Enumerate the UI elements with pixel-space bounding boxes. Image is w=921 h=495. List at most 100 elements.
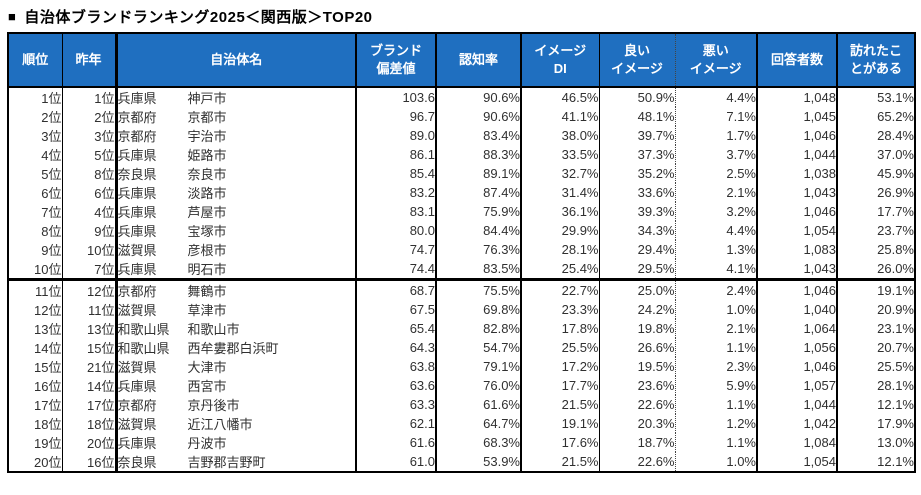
brand-index-cell: 83.1	[356, 202, 437, 221]
col-header-good-image: 良い イメージ	[599, 33, 676, 87]
rank-cell: 13位	[7, 319, 63, 338]
brand-index-cell: 61.0	[356, 452, 437, 472]
col-header-rank: 順位	[7, 33, 63, 87]
last-year-cell: 18位	[62, 414, 118, 433]
image-di-cell: 25.5%	[521, 338, 600, 357]
bad-image-cell: 1.2%	[675, 414, 758, 433]
bad-image-cell: 5.9%	[675, 376, 758, 395]
image-di-cell: 17.7%	[521, 376, 600, 395]
bad-image-cell: 4.1%	[675, 259, 758, 280]
visited-cell: 17.9%	[837, 414, 916, 433]
col-header-image-di: イメージ DI	[521, 33, 600, 87]
brand-index-cell: 64.3	[356, 338, 437, 357]
visited-cell: 25.5%	[837, 357, 916, 376]
prefecture-label: 兵庫県	[117, 379, 157, 394]
brand-index-cell: 65.4	[356, 319, 437, 338]
table-header: 順位 昨年 自治体名 ブランド 偏差値 認知率 イメージ DI 良い イメージ 悪い イメージ…	[7, 33, 916, 87]
municipality-cell: 京都府 京都市	[116, 107, 357, 126]
awareness-cell: 53.9%	[436, 452, 522, 472]
municipality-cell: 兵庫県 丹波市	[116, 433, 357, 452]
respondents-cell: 1,043	[757, 259, 838, 280]
good-image-cell: 39.3%	[599, 202, 676, 221]
ranking-table: 順位 昨年 自治体名 ブランド 偏差値 認知率 イメージ DI 良い イメージ 悪い イメージ…	[7, 32, 916, 473]
awareness-cell: 69.8%	[436, 300, 522, 319]
image-di-cell: 46.5%	[521, 87, 600, 107]
good-image-cell: 25.0%	[599, 278, 676, 300]
respondents-cell: 1,084	[757, 433, 838, 452]
city-label: 宝塚市	[187, 224, 227, 239]
good-image-cell: 48.1%	[599, 107, 676, 126]
visited-cell: 37.0%	[837, 145, 916, 164]
last-year-cell: 7位	[62, 259, 118, 280]
brand-index-cell: 89.0	[356, 126, 437, 145]
rank-cell: 15位	[7, 357, 63, 376]
prefecture-label: 兵庫県	[117, 436, 157, 451]
city-label: 草津市	[187, 303, 227, 318]
good-image-cell: 19.8%	[599, 319, 676, 338]
visited-cell: 65.2%	[837, 107, 916, 126]
bad-image-cell: 2.1%	[675, 183, 758, 202]
bad-image-cell: 2.5%	[675, 164, 758, 183]
image-di-cell: 23.3%	[521, 300, 600, 319]
rank-cell: 5位	[7, 164, 63, 183]
bad-image-cell: 1.0%	[675, 452, 758, 472]
bad-image-cell: 1.3%	[675, 240, 758, 259]
city-label: 吉野郡吉野町	[187, 455, 266, 470]
visited-cell: 25.8%	[837, 240, 916, 259]
municipality-cell: 京都府 舞鶴市	[116, 278, 357, 300]
last-year-cell: 15位	[62, 338, 118, 357]
good-image-cell: 20.3%	[599, 414, 676, 433]
good-image-cell: 39.7%	[599, 126, 676, 145]
respondents-cell: 1,048	[757, 87, 838, 107]
brand-index-cell: 68.7	[356, 278, 437, 300]
good-image-cell: 22.6%	[599, 452, 676, 472]
prefecture-label: 兵庫県	[117, 91, 157, 106]
col-header-last-year: 昨年	[62, 33, 118, 87]
prefecture-label: 京都府	[117, 398, 157, 413]
brand-index-cell: 62.1	[356, 414, 437, 433]
col-header-municipality: 自治体名	[116, 33, 357, 87]
image-di-cell: 38.0%	[521, 126, 600, 145]
good-image-cell: 37.3%	[599, 145, 676, 164]
last-year-cell: 14位	[62, 376, 118, 395]
city-label: 和歌山市	[187, 322, 240, 337]
good-image-cell: 24.2%	[599, 300, 676, 319]
table-row: 15位 21位 滋賀県 大津市 63.8 79.1% 17.2% 19.5% 2.3% 1,046…	[7, 357, 916, 376]
last-year-cell: 6位	[62, 183, 118, 202]
table-row: 4位 5位 兵庫県 姫路市 86.1 88.3% 33.5% 37.3% 3.7% 1,044 37…	[7, 145, 916, 164]
awareness-cell: 88.3%	[436, 145, 522, 164]
municipality-cell: 和歌山県 西牟婁郡白浜町	[116, 338, 357, 357]
visited-cell: 19.1%	[837, 278, 916, 300]
prefecture-label: 京都府	[117, 129, 157, 144]
city-label: 神戸市	[187, 91, 227, 106]
image-di-cell: 17.2%	[521, 357, 600, 376]
last-year-cell: 9位	[62, 221, 118, 240]
municipality-cell: 滋賀県 近江八幡市	[116, 414, 357, 433]
table-row: 19位 20位 兵庫県 丹波市 61.6 68.3% 17.6% 18.7% 1.1% 1,084…	[7, 433, 916, 452]
visited-cell: 23.1%	[837, 319, 916, 338]
bad-image-cell: 2.1%	[675, 319, 758, 338]
awareness-cell: 76.3%	[436, 240, 522, 259]
municipality-cell: 兵庫県 西宮市	[116, 376, 357, 395]
last-year-cell: 2位	[62, 107, 118, 126]
respondents-cell: 1,046	[757, 357, 838, 376]
page-title-text: 自治体ブランドランキング2025＜関西版＞TOP20	[24, 9, 373, 26]
prefecture-label: 兵庫県	[117, 205, 157, 220]
image-di-cell: 28.1%	[521, 240, 600, 259]
city-label: 近江八幡市	[187, 417, 253, 432]
rank-cell: 20位	[7, 452, 63, 472]
table-row: 8位 9位 兵庫県 宝塚市 80.0 84.4% 29.9% 34.3% 4.4% 1,054 23…	[7, 221, 916, 240]
good-image-cell: 18.7%	[599, 433, 676, 452]
rank-cell: 19位	[7, 433, 63, 452]
respondents-cell: 1,042	[757, 414, 838, 433]
table-row: 17位 17位 京都府 京丹後市 63.3 61.6% 21.5% 22.6% 1.1% 1,04…	[7, 395, 916, 414]
brand-index-cell: 61.6	[356, 433, 437, 452]
visited-cell: 26.0%	[837, 259, 916, 280]
brand-index-cell: 74.4	[356, 259, 437, 280]
municipality-cell: 兵庫県 神戸市	[116, 87, 357, 107]
last-year-cell: 10位	[62, 240, 118, 259]
visited-cell: 20.9%	[837, 300, 916, 319]
bad-image-cell: 1.1%	[675, 433, 758, 452]
city-label: 姫路市	[187, 148, 227, 163]
